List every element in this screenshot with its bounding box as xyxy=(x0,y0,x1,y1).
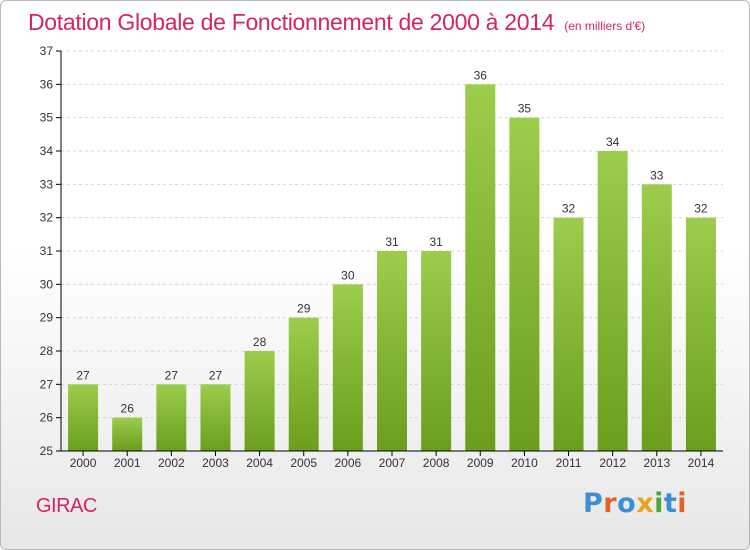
x-tick-label: 2007 xyxy=(379,456,406,470)
chart-title-text: Dotation Globale de Fonctionnement de 20… xyxy=(28,9,555,35)
bar-2007 xyxy=(377,251,407,451)
x-tick-label: 2003 xyxy=(202,456,229,470)
x-tick-label: 2000 xyxy=(70,456,97,470)
bar-2005 xyxy=(288,317,319,451)
x-tick-label: 2014 xyxy=(688,456,715,470)
bar-2000 xyxy=(68,384,99,451)
x-tick-label: 2001 xyxy=(114,456,141,470)
bars: 27 26 27 27 28 29 30 31 31 36 35 32 34 33 32 xyxy=(68,68,716,452)
y-tick-label: 34 xyxy=(40,144,54,158)
logo-letter: o xyxy=(617,488,637,519)
logo-letter: i xyxy=(654,488,664,519)
y-tick-label: 26 xyxy=(40,411,54,425)
y-tick-label: 32 xyxy=(40,211,54,225)
y-tick-label: 33 xyxy=(40,177,54,191)
x-tick-label: 2013 xyxy=(643,456,670,470)
x-tick-label: 2008 xyxy=(423,456,450,470)
chart-subtitle: (en milliers d'€) xyxy=(564,19,646,33)
axes: 25 26 27 28 29 30 31 32 33 34 35 36 37 2000 2001 2002 20… xyxy=(40,44,723,470)
data-label-2001: 26 xyxy=(121,402,135,416)
y-tick-label: 29 xyxy=(40,311,54,325)
data-label-2000: 27 xyxy=(76,368,90,382)
logo-letter: P xyxy=(583,488,604,519)
x-tick-label: 2009 xyxy=(467,456,494,470)
data-label-2014: 32 xyxy=(694,202,708,216)
x-tick-label: 2012 xyxy=(599,456,626,470)
data-label-2008: 31 xyxy=(429,235,443,249)
y-tick-label: 25 xyxy=(40,444,54,458)
x-tick-label: 2006 xyxy=(335,456,362,470)
commune-name: GIRAC xyxy=(36,495,97,517)
data-label-2005: 29 xyxy=(297,302,311,316)
data-label-2004: 28 xyxy=(253,335,267,349)
data-label-2006: 30 xyxy=(341,268,355,282)
proxiti-logo: Proxiti xyxy=(583,488,687,519)
logo-letter: x xyxy=(636,488,655,519)
bar-2006 xyxy=(332,284,363,451)
chart-title: Dotation Globale de Fonctionnement de 20… xyxy=(28,9,645,36)
bar-2009 xyxy=(465,84,496,451)
bar-2002 xyxy=(156,384,187,451)
data-label-2010: 35 xyxy=(518,102,532,116)
bar-2010 xyxy=(509,117,540,452)
bar-2014 xyxy=(685,217,716,451)
bar-2013 xyxy=(641,184,672,452)
y-tick-label: 37 xyxy=(40,44,54,58)
data-label-2012: 34 xyxy=(606,135,620,149)
y-tick-label: 35 xyxy=(40,111,54,125)
bar-2003 xyxy=(200,384,231,451)
x-tick-label: 2002 xyxy=(158,456,185,470)
logo-letter: r xyxy=(603,488,618,519)
data-label-2002: 27 xyxy=(165,368,179,382)
data-label-2011: 32 xyxy=(562,202,576,216)
data-label-2013: 33 xyxy=(650,168,664,182)
logo-letter: i xyxy=(677,488,688,519)
bar-2001 xyxy=(112,417,143,451)
data-label-2007: 31 xyxy=(385,235,399,249)
x-tick-label: 2010 xyxy=(511,456,538,470)
y-tick-label: 28 xyxy=(40,344,54,358)
logo-letter: t xyxy=(663,488,678,519)
y-tick-label: 36 xyxy=(40,77,54,91)
y-tick-label: 27 xyxy=(40,377,54,391)
data-label-2003: 27 xyxy=(209,368,223,382)
x-tick-label: 2004 xyxy=(246,456,273,470)
bar-2008 xyxy=(421,251,452,451)
x-tick-label: 2011 xyxy=(556,456,582,470)
y-tick-label: 31 xyxy=(40,244,54,258)
bar-2011 xyxy=(553,217,584,451)
bar-2012 xyxy=(597,151,628,451)
data-label-2009: 36 xyxy=(474,68,488,82)
x-tick-label: 2005 xyxy=(290,456,317,470)
bar-2004 xyxy=(244,351,275,451)
y-tick-label: 30 xyxy=(40,277,54,291)
